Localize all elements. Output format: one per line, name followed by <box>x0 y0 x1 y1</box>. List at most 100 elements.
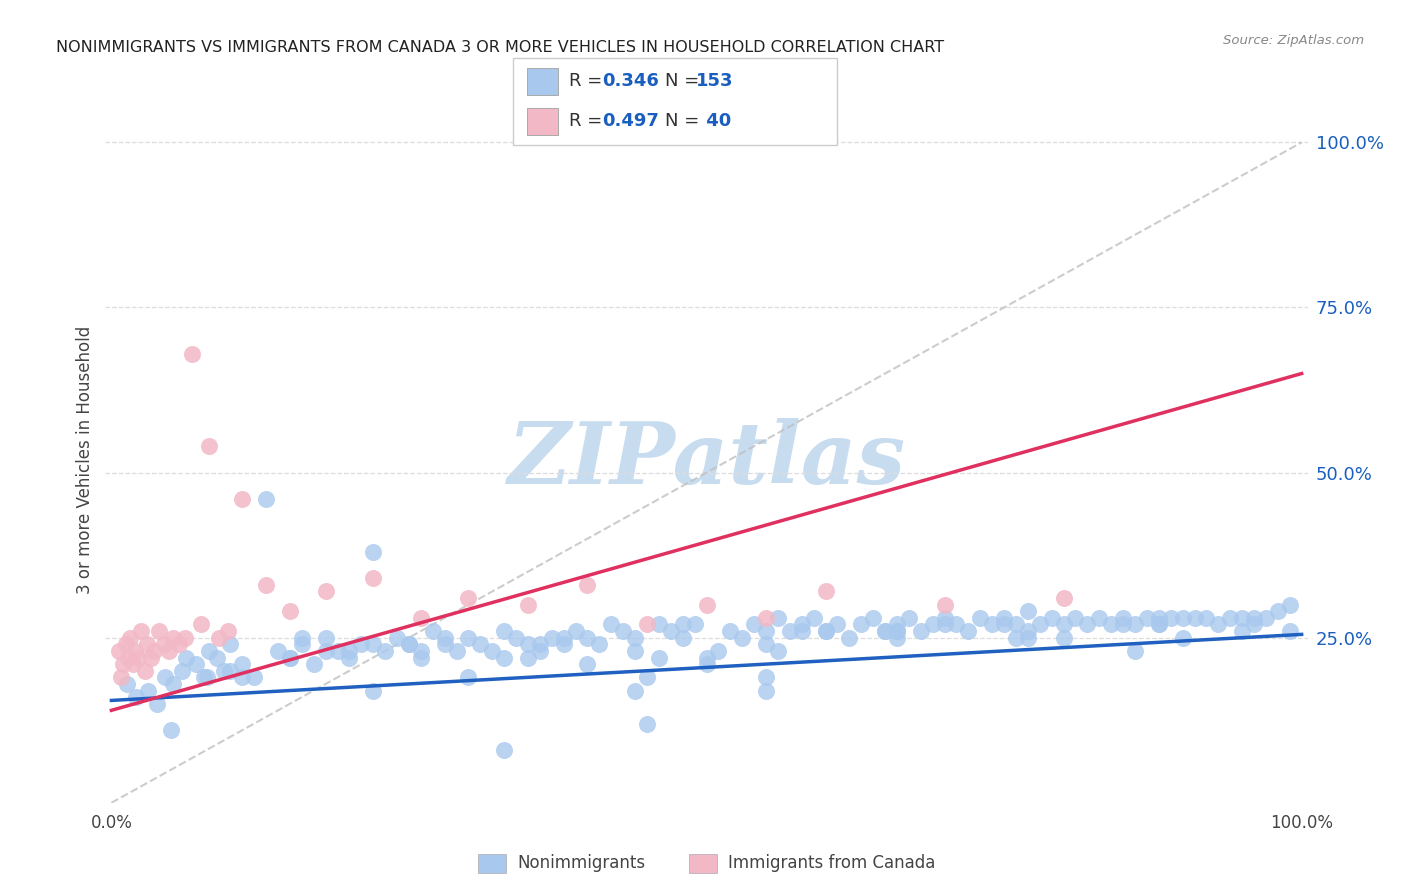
Point <box>529 644 551 658</box>
Point <box>470 637 492 651</box>
Point <box>1040 611 1063 625</box>
Point <box>624 631 647 645</box>
Point <box>1160 611 1182 625</box>
Point <box>1171 611 1194 625</box>
Point <box>790 624 813 639</box>
Point <box>517 650 540 665</box>
Point <box>624 644 647 658</box>
Point <box>361 637 384 651</box>
Point <box>339 650 361 665</box>
Point <box>115 677 138 691</box>
Point <box>696 657 718 672</box>
Point <box>1112 617 1135 632</box>
Point <box>125 690 148 705</box>
Point <box>755 670 778 684</box>
Point <box>494 743 516 757</box>
Text: N =: N = <box>665 72 704 90</box>
Point <box>162 677 184 691</box>
Point <box>838 631 860 645</box>
Point <box>766 611 789 625</box>
Point <box>110 670 132 684</box>
Point <box>696 650 718 665</box>
Point <box>217 624 239 639</box>
Point <box>385 631 408 645</box>
Point <box>409 644 432 658</box>
Point <box>1123 644 1146 658</box>
Point <box>481 644 503 658</box>
Point <box>267 644 290 658</box>
Point <box>278 650 301 665</box>
Point <box>993 617 1015 632</box>
Text: N =: N = <box>665 112 704 130</box>
Point <box>790 617 813 632</box>
Point <box>553 631 575 645</box>
Point <box>742 617 765 632</box>
Point <box>214 664 236 678</box>
Point <box>114 637 136 651</box>
Point <box>1219 611 1241 625</box>
Point <box>291 637 314 651</box>
Point <box>136 637 159 651</box>
Point <box>350 637 373 651</box>
Text: R =: R = <box>569 112 609 130</box>
Point <box>190 617 212 632</box>
Y-axis label: 3 or more Vehicles in Household: 3 or more Vehicles in Household <box>76 326 94 593</box>
Point <box>564 624 586 639</box>
Point <box>422 624 444 639</box>
Point <box>588 637 610 651</box>
Point <box>121 657 143 672</box>
Point <box>1052 591 1074 605</box>
Point <box>494 650 516 665</box>
Point <box>517 598 540 612</box>
Point <box>731 631 754 645</box>
Point <box>494 624 516 639</box>
Point <box>374 644 396 658</box>
Point <box>612 624 634 639</box>
Point <box>1230 611 1253 625</box>
Point <box>1052 631 1074 645</box>
Point <box>1112 611 1135 625</box>
Point <box>326 644 349 658</box>
Point <box>934 617 956 632</box>
Point <box>683 617 706 632</box>
Point <box>157 644 180 658</box>
Point <box>278 650 301 665</box>
Point <box>910 624 932 639</box>
Point <box>1029 617 1052 632</box>
Point <box>129 624 152 639</box>
Point <box>1243 611 1265 625</box>
Point <box>433 637 456 651</box>
Point <box>315 584 337 599</box>
Point <box>124 644 146 658</box>
Point <box>1184 611 1206 625</box>
Point <box>112 657 135 672</box>
Point <box>278 604 301 618</box>
Point <box>315 644 337 658</box>
Point <box>433 631 456 645</box>
Point <box>207 650 229 665</box>
Point <box>1017 631 1039 645</box>
Point <box>969 611 991 625</box>
Point <box>162 631 184 645</box>
Point <box>193 670 215 684</box>
Point <box>152 637 174 651</box>
Point <box>145 697 167 711</box>
Point <box>254 578 277 592</box>
Point <box>814 584 837 599</box>
Point <box>1254 611 1277 625</box>
Point <box>1017 624 1039 639</box>
Point <box>457 591 479 605</box>
Point <box>981 617 1004 632</box>
Point <box>409 611 432 625</box>
Point <box>576 657 599 672</box>
Point <box>755 683 778 698</box>
Point <box>873 624 896 639</box>
Point <box>143 644 166 658</box>
Point <box>1064 611 1087 625</box>
Point <box>1005 631 1028 645</box>
Point <box>1147 617 1170 632</box>
Point <box>446 644 468 658</box>
Point <box>1136 611 1159 625</box>
Point <box>755 637 778 651</box>
Point <box>636 617 658 632</box>
